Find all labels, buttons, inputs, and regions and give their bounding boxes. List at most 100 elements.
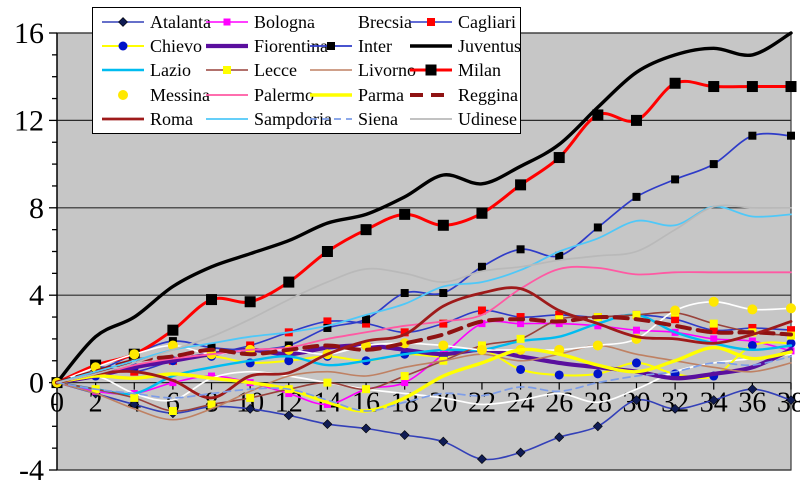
series-atalanta-marker — [670, 403, 681, 414]
legend-swatch-reggina — [410, 92, 452, 97]
series-milan-marker — [283, 276, 295, 288]
legend-item-parma: Parma — [309, 84, 409, 106]
series-atalanta-marker — [283, 410, 294, 421]
series-udinese-line — [56, 204, 792, 384]
series-milan-marker — [360, 224, 372, 236]
legend-item-siena: Siena — [309, 108, 409, 130]
series-lecce-marker — [555, 315, 564, 324]
series-inter-marker — [632, 192, 641, 201]
series-inter-marker — [516, 245, 525, 254]
legend-label: Chievo — [150, 36, 202, 57]
series-messina-marker — [670, 305, 681, 316]
series-lecce-marker — [130, 393, 139, 402]
legend-item-atalanta: Atalanta — [101, 11, 211, 33]
legend-swatch-siena — [310, 117, 352, 120]
legend-item-lazio: Lazio — [101, 59, 205, 81]
series-lecce-marker — [400, 372, 409, 381]
legend-label: Brecsia — [358, 12, 412, 33]
series-lecce-marker — [168, 407, 177, 416]
series-messina-marker — [476, 344, 487, 355]
legend-marker-inter — [327, 42, 335, 51]
legend-label: Messina — [150, 84, 210, 105]
legend-marker-lecce — [223, 66, 231, 75]
series-lecce-marker — [246, 393, 255, 402]
x-axis-label: 38 — [777, 388, 800, 419]
series-milan-marker — [399, 208, 411, 220]
series-lecce-marker — [632, 310, 641, 319]
series-inter-marker — [709, 160, 718, 169]
series-inter-marker — [323, 323, 332, 332]
legend-swatch-atalanta — [102, 17, 144, 28]
legend-swatch-cagliari — [410, 18, 452, 27]
series-messina-marker — [129, 349, 140, 360]
legend-label: Fiorentina — [254, 36, 328, 57]
legend-label: Inter — [358, 36, 392, 57]
legend-label: Lazio — [150, 60, 191, 81]
series-cagliari-marker — [787, 326, 795, 335]
series-cagliari-marker — [439, 319, 448, 328]
x-axis-label: 20 — [429, 388, 457, 419]
series-bologna-marker — [169, 379, 177, 387]
series-bologna-marker — [401, 379, 409, 387]
series-cagliari-marker — [555, 310, 564, 319]
series-atalanta-marker — [631, 395, 642, 406]
series-inter-marker — [555, 251, 564, 260]
series-bologna-marker — [517, 320, 525, 328]
series-lecce-marker — [323, 378, 332, 387]
legend-item-messina: Messina — [101, 84, 210, 106]
series-messina-marker — [438, 340, 449, 351]
legend-item-livorno: Livorno — [309, 59, 416, 81]
x-axis-label: 10 — [236, 388, 264, 419]
legend-label: Bologna — [254, 12, 315, 33]
legend-label: Livorno — [358, 60, 416, 81]
series-chievo-marker — [554, 370, 564, 380]
legend-item-cagliari: Cagliari — [409, 11, 521, 33]
series-cagliari-marker — [516, 313, 525, 322]
series-roma-line — [55, 286, 793, 400]
legend-swatch-livorno — [310, 69, 352, 72]
series-inter-marker — [439, 289, 448, 298]
series-inter-marker — [671, 175, 680, 184]
series-messina-marker — [786, 303, 796, 314]
x-axis-label: 0 — [50, 388, 64, 419]
series-milan-marker — [630, 114, 642, 126]
legend-label: Parma — [358, 84, 404, 105]
legend-label: Juventus — [458, 36, 521, 57]
series-inter-marker — [593, 223, 602, 232]
legend-label: Palermo — [254, 84, 314, 105]
legend-swatch-sampdoria — [206, 117, 248, 120]
y-axis-label: -4 — [19, 454, 44, 487]
series-bologna-marker — [478, 320, 486, 328]
series-bologna-marker — [632, 326, 640, 334]
series-lecce-marker — [362, 385, 371, 394]
series-inter-marker — [362, 315, 371, 324]
series-messina-marker — [167, 340, 178, 351]
series-inter-marker — [748, 131, 757, 140]
series-atalanta-marker — [245, 403, 256, 414]
series-cagliari-marker — [323, 317, 332, 326]
legend-marker-milan — [425, 64, 437, 76]
legend-swatch-inter — [310, 42, 352, 51]
y-axis-label: 4 — [29, 279, 44, 312]
series-chievo-marker — [284, 356, 294, 366]
legend-marker-cagliari — [427, 18, 435, 27]
series-atalanta-marker — [322, 419, 333, 430]
legend-swatch-parma — [310, 92, 352, 97]
series-bologna-marker — [555, 320, 563, 328]
series-messina-marker — [708, 296, 719, 307]
legend-swatch-roma — [102, 117, 144, 121]
legend-item-brecsia: Brecsia — [309, 11, 412, 33]
series-atalanta-marker — [477, 454, 487, 464]
legend-item-reggina: Reggina — [409, 84, 521, 106]
series-cagliari-marker — [362, 319, 371, 328]
legend-swatch-juventus — [410, 44, 452, 48]
series-bologna-marker — [594, 322, 602, 330]
series-lecce-marker — [709, 319, 718, 328]
series-atalanta-marker — [438, 436, 449, 447]
series-inter-marker — [400, 289, 409, 298]
legend-item-fiorentina: Fiorentina — [205, 35, 328, 57]
legend-label: Udinese — [458, 108, 517, 129]
series-inter-marker — [477, 262, 486, 271]
series-inter-marker — [787, 131, 795, 140]
legend-label: Roma — [150, 108, 193, 129]
